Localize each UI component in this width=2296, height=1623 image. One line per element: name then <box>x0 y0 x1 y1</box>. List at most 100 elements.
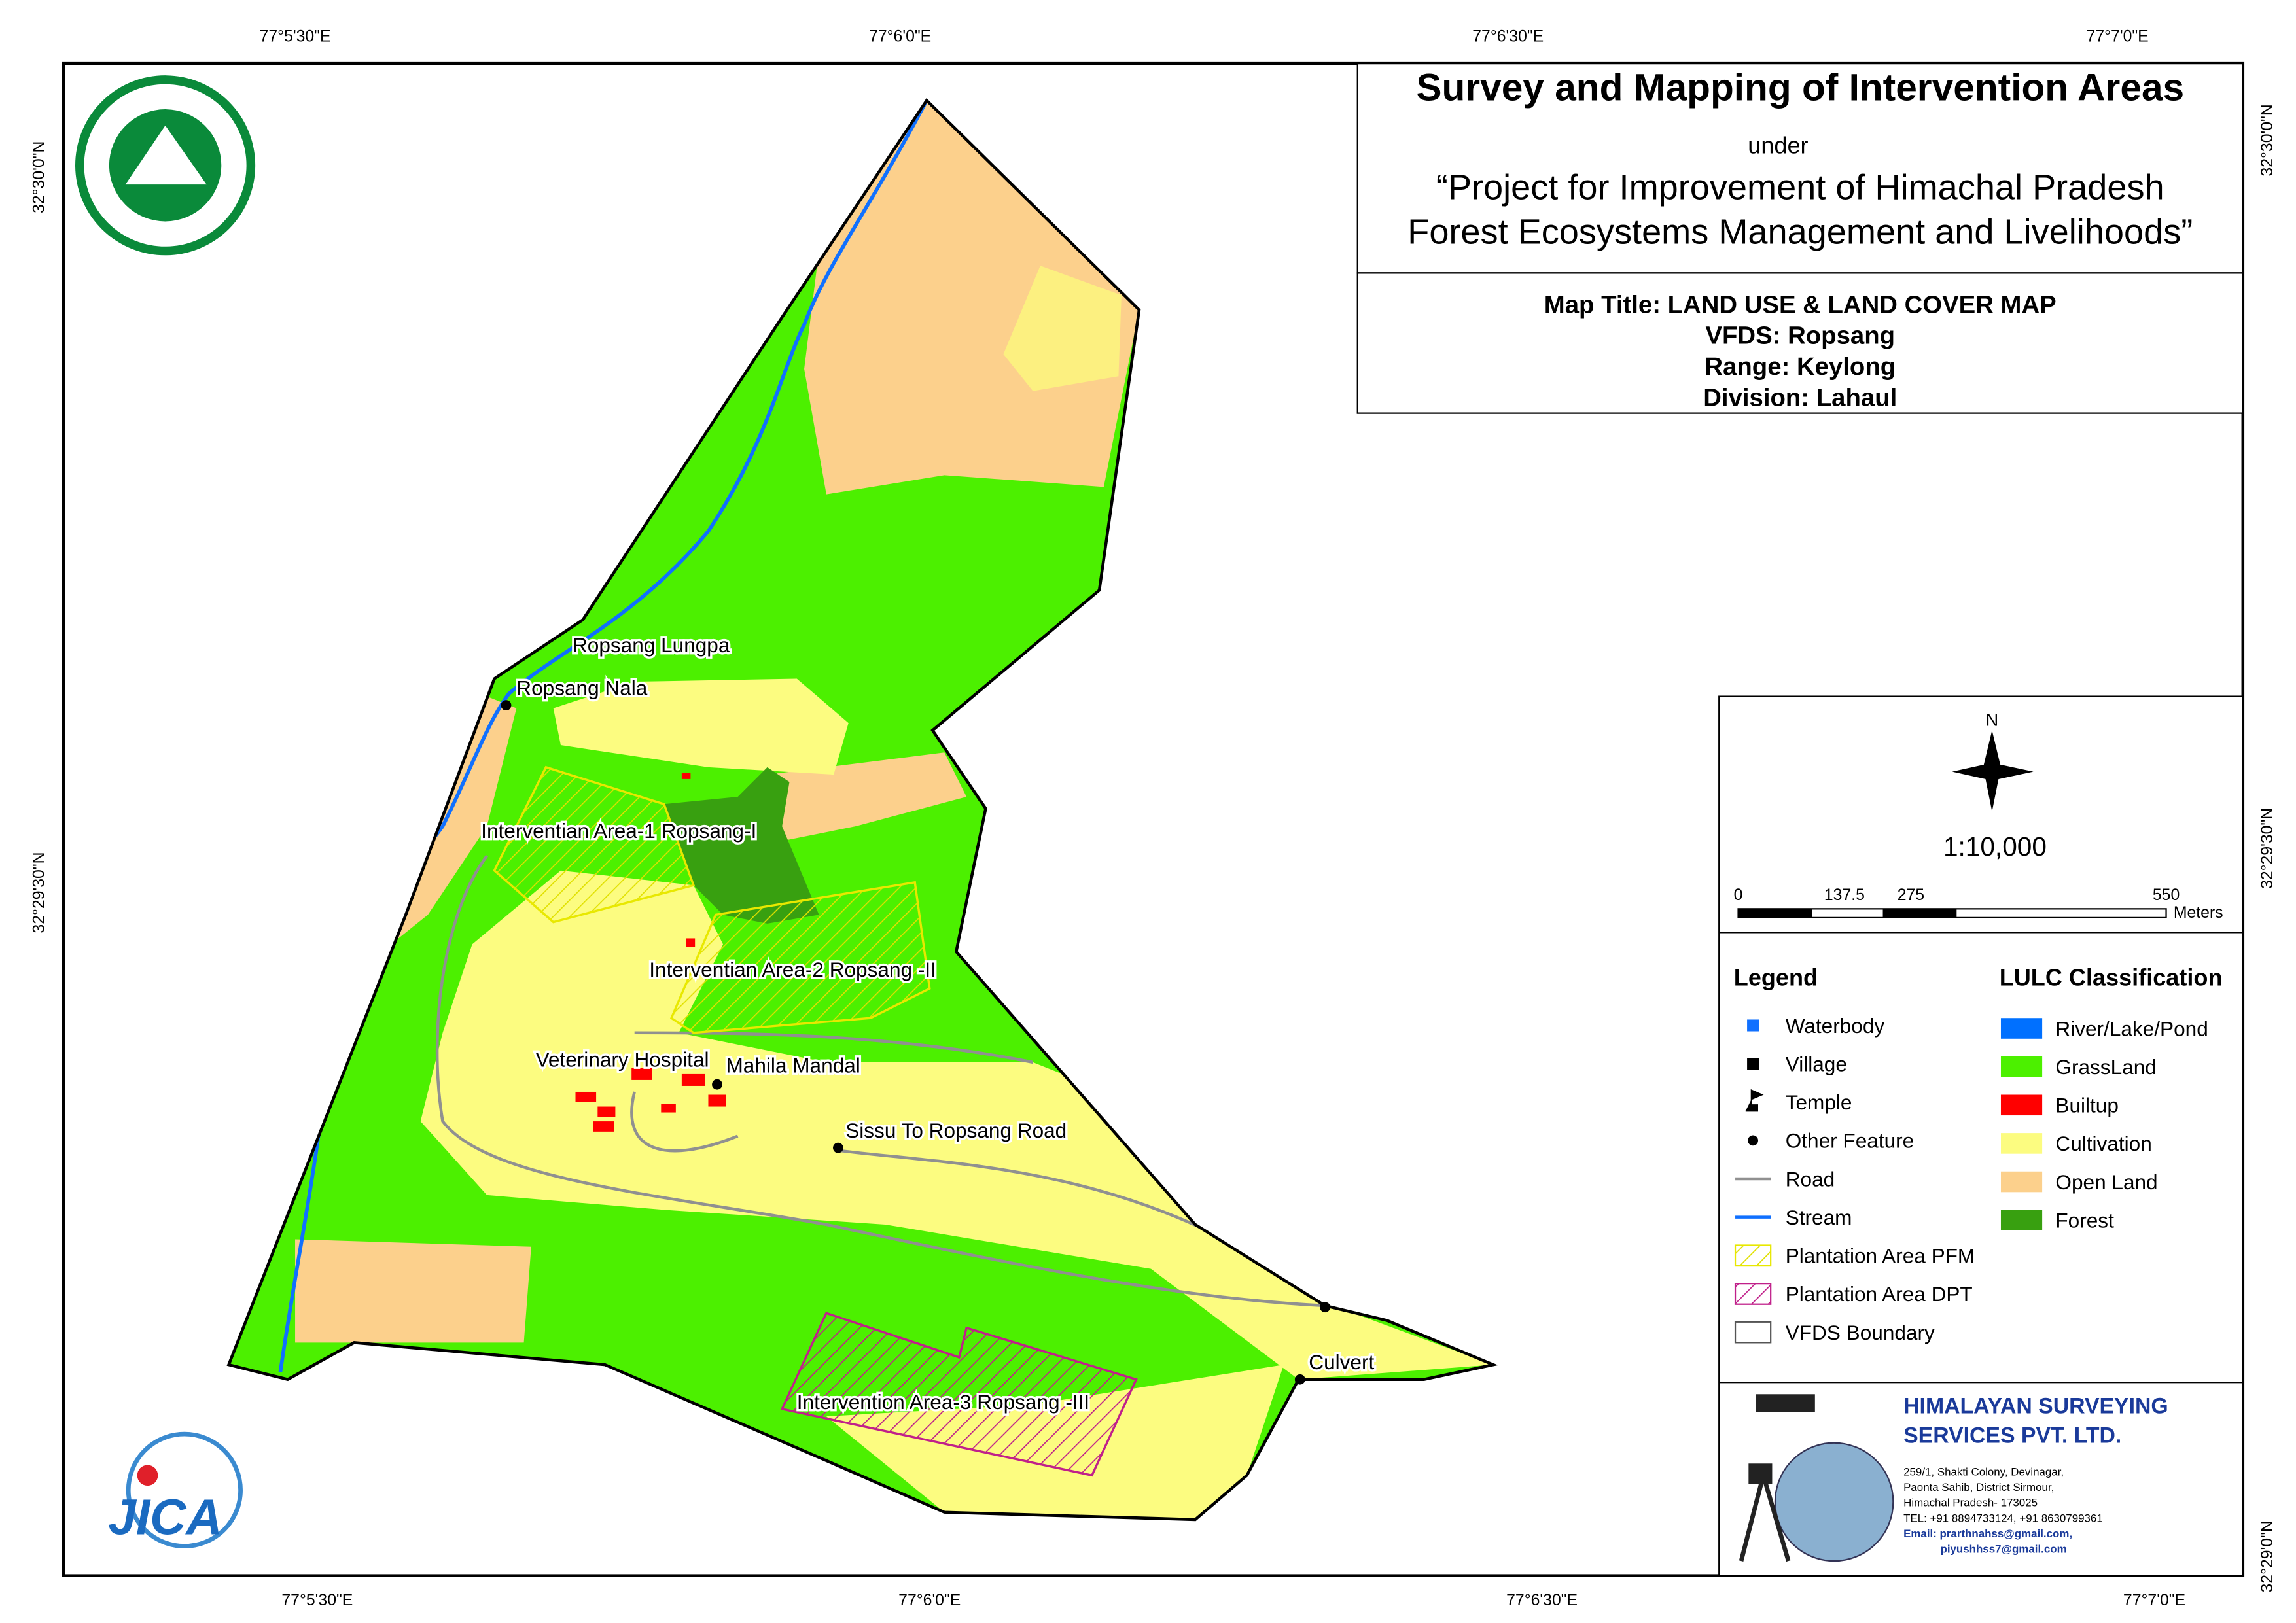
road <box>435 854 1330 1308</box>
place-label: Intervention Area-3 Ropsang -III <box>797 1390 1089 1414</box>
scale-label: 137.5 <box>1824 886 1865 904</box>
legend-label: Plantation Area DPT <box>1786 1282 1973 1306</box>
title: Survey and Mapping of Intervention Areas <box>1416 67 2184 109</box>
graticule-label: 77°6'30"E <box>1506 1592 1578 1609</box>
vfds-boundary <box>226 97 1498 1522</box>
legend-symbol <box>1748 1135 1759 1146</box>
north-label: N <box>1986 710 1999 730</box>
graticule-label: 77°6'0"E <box>869 27 931 45</box>
lulc-label: GrassLand <box>2055 1055 2156 1079</box>
legend-label: Stream <box>1786 1206 1852 1229</box>
open-land <box>295 1239 531 1343</box>
info-box <box>1356 272 2244 414</box>
legend-label: Village <box>1786 1052 1847 1075</box>
map-info: VFDS: Ropsang <box>1705 322 1895 350</box>
place-label: Interventian Area-2 Ropsang -II <box>649 958 936 981</box>
project-name: Forest Ecosystems Management and Livelih… <box>1407 212 2193 251</box>
lulc-label: River/Lake/Pond <box>2055 1017 2208 1040</box>
subtitle: under <box>1748 132 1808 159</box>
open-land <box>804 100 1139 495</box>
graticule-label: 77°5'30"E <box>260 27 331 45</box>
forest <box>663 767 819 924</box>
legend-label: VFDS Boundary <box>1786 1321 1935 1344</box>
legend-symbol <box>1745 1089 1764 1112</box>
lulc-swatch <box>2000 1210 2043 1230</box>
lulc-swatch <box>2000 1056 2043 1077</box>
open-land <box>391 693 517 945</box>
open-land <box>767 752 967 841</box>
plantation-pfm <box>669 881 931 1034</box>
company-address: piyushhss7@gmail.com <box>1941 1543 2067 1556</box>
scale-label: 550 <box>2153 886 2180 904</box>
scale-label: 0 <box>1734 886 1743 904</box>
company-address: 259/1, Shakti Colony, Devinagar, <box>1903 1465 2064 1478</box>
company-address: Paonta Sahib, District Sirmour, <box>1903 1481 2054 1493</box>
legend-label: Plantation Area PFM <box>1786 1244 1975 1268</box>
company-address: Himachal Pradesh- 173025 <box>1903 1497 2038 1509</box>
company-name: SERVICES PVT. LTD. <box>1903 1423 2121 1448</box>
graticule-label: 32°30'0"N <box>31 141 48 213</box>
legend-symbol <box>1734 1321 1772 1344</box>
scale-bar <box>1737 908 2167 918</box>
lulc-title: LULC Classification <box>2000 964 2223 991</box>
graticule-label: 32°29'0"N <box>2259 1520 2276 1592</box>
company-address: TEL: +91 8894733124, +91 8630799361 <box>1903 1512 2103 1524</box>
company-name: HIMALAYAN SURVEYING <box>1903 1394 2168 1419</box>
map-info: Range: Keylong <box>1704 353 1896 381</box>
place-label: Veterinary Hospital <box>536 1048 709 1072</box>
legend-label: Road <box>1786 1167 1835 1191</box>
builtup <box>575 773 726 1132</box>
title-box <box>1356 63 2244 274</box>
legend-label: Waterbody <box>1786 1014 1885 1038</box>
labels: Survey and Mapping of Intervention Areas… <box>31 27 2276 1609</box>
plantation-dpt <box>780 1312 1138 1477</box>
lulc-swatch <box>2000 1171 2043 1193</box>
graticule-label: 77°6'30"E <box>1472 27 1544 45</box>
lulc-label: Forest <box>2055 1208 2114 1232</box>
legend-symbol <box>1734 1283 1772 1305</box>
scale-label: 275 <box>1898 886 1924 904</box>
cultivation <box>553 678 849 775</box>
place-label: Ropsang Nala <box>516 676 647 699</box>
map-info: Division: Lahaul <box>1703 383 1897 411</box>
graticule-label: 77°6'0"E <box>898 1592 961 1609</box>
legend-symbol <box>1747 1058 1759 1070</box>
jica-logo <box>126 1431 243 1548</box>
map-info: Map Title: LAND USE & LAND COVER MAP <box>1544 290 2057 319</box>
place-label: Interventian Area-1 Ropsang-I <box>481 819 756 843</box>
place-label: Ropsang Lungpa <box>573 633 730 657</box>
north-arrow <box>1952 730 2034 812</box>
lulc-swatch <box>2000 1094 2043 1116</box>
graticule-label: 32°29'30"N <box>2259 808 2276 889</box>
graticule-label: 77°5'30"E <box>281 1592 353 1609</box>
graticule-label: 32°30'0"N <box>2259 104 2276 176</box>
place-label: Sissu To Ropsang Road <box>845 1119 1067 1142</box>
legend-symbol <box>1734 1244 1772 1267</box>
place-label: Culvert <box>1309 1350 1374 1374</box>
plantation-pfm <box>493 765 696 924</box>
cultivation <box>1003 266 1122 391</box>
scale-ratio: 1:10,000 <box>1943 831 2047 862</box>
point-features <box>501 700 1331 1385</box>
legend-title: Legend <box>1734 964 1818 991</box>
company-logo <box>1739 1394 1894 1562</box>
side-panel <box>1718 695 2244 1577</box>
lulc-swatch <box>2000 1133 2043 1154</box>
lulc-label: Cultivation <box>2055 1132 2151 1155</box>
company-address: Email: prarthnahss@gmail.com, <box>1903 1527 2072 1540</box>
legend-symbol <box>1747 1019 1759 1032</box>
jica-text: JICA <box>108 1490 222 1546</box>
scale-unit: Meters <box>2174 904 2223 922</box>
lulc-swatch <box>2000 1018 2043 1039</box>
lulc-label: Builtup <box>2055 1094 2119 1117</box>
project-name: “Project for Improvement of Himachal Pra… <box>1436 168 2164 207</box>
graticule-label: 77°7'0"E <box>2087 27 2149 45</box>
legend-label: Other Feature <box>1786 1129 1914 1153</box>
graticule-label: 32°29'30"N <box>31 852 48 933</box>
forest-logo <box>75 75 256 256</box>
graticule-label: 77°7'0"E <box>2123 1592 2185 1609</box>
lulc-label: Open Land <box>2055 1170 2157 1194</box>
legend-label: Temple <box>1786 1091 1852 1114</box>
